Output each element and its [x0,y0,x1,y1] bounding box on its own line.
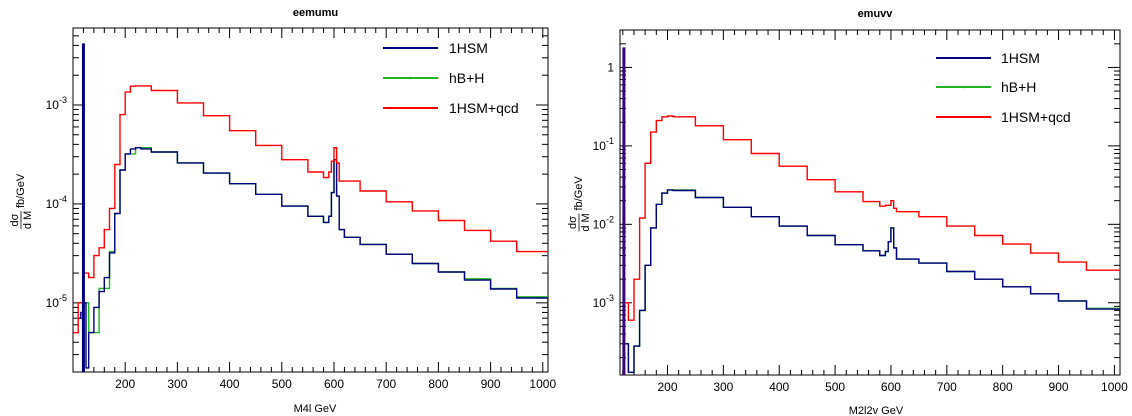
y-tick-label: 10-3 [46,95,67,112]
y-tick-label: 10-1 [593,136,614,153]
legend-label: 1HSM [449,40,488,56]
x-tick-label: 700 [937,380,957,394]
x-tick-label: 400 [220,377,240,391]
x-tick-label: 1000 [529,377,556,391]
x-tick-label: 800 [428,377,448,391]
series-line-hb-h [625,189,1120,373]
legend-label: 1HSM+qcd [1001,109,1071,125]
x-tick-label: 200 [657,380,677,394]
chart-emuvv: emuvv 200 300 400 500 600 700 800 900 1000 M2l2v G… [567,8,1128,416]
y-tick-label: 1 [607,60,614,74]
x-axis-title: M4l GeV [294,403,337,415]
x-tick-label: 800 [993,380,1013,394]
svg-text:dσ: dσ [9,213,21,226]
y-axis-title: dσ d M fb/GeV [567,176,592,232]
x-tick-label: 500 [272,377,292,391]
chart-title: emuvv [858,8,894,20]
chart-panel-emuvv: emuvv 200 300 400 500 600 700 800 900 1000 M2l2v G… [566,0,1132,416]
x-tick-label: 600 [881,380,901,394]
svg-text:fb/GeV: fb/GeV [573,176,585,211]
y-tick-label: 10-4 [46,194,67,211]
y-axis: 10-3 10-2 10-1 1 [593,29,1120,359]
y-tick-label: 10-3 [593,293,614,310]
plot-frame [619,29,1121,376]
svg-text:d M: d M [580,213,592,231]
y-tick-label: 10-5 [46,293,67,310]
chart-panel-eemumu: eemumu 200 300 400 500 600 700 800 900 1000 M4l Ge… [9,7,556,415]
series-line-1hsm-qcd [625,115,1120,321]
legend-label: 1HSM+qcd [449,100,519,116]
x-tick-label: 300 [713,380,733,394]
legend-label: 1HSM [1001,50,1040,66]
x-tick-label: 300 [167,377,187,391]
x-tick-label: 500 [825,380,845,394]
legend: 1HSM hB+H 1HSM+qcd [936,50,1071,125]
series-line-1hsm [625,189,1120,373]
legend-label: hB+H [1001,79,1036,95]
x-tick-label: 900 [1049,380,1069,394]
x-tick-label: 600 [324,377,344,391]
svg-text:fb/GeV: fb/GeV [15,173,27,208]
x-axis-title: M2l2v GeV [849,405,904,416]
x-axis: 200 300 400 500 600 700 800 900 1000 [622,30,1128,394]
legend-label: hB+H [449,70,484,86]
legend-marker [961,85,965,89]
y-tick-label: 10-2 [593,214,614,231]
legend-marker [408,76,412,80]
series-line-1hsm-qcd [73,85,548,334]
chart-eemumu: eemumu 200 300 400 500 600 700 800 900 1000 M4l Ge… [9,7,556,415]
x-axis: 200 300 400 500 600 700 800 900 1000 [72,28,556,391]
x-tick-label: 200 [115,377,135,391]
series-line-hb-h [78,147,548,334]
legend: 1HSM hB+H 1HSM+qcd [383,40,519,116]
y-axis-title: dσ d M fb/GeV [9,173,34,229]
series-line-1hsm [78,147,548,369]
x-tick-label: 700 [376,377,396,391]
svg-text:dσ: dσ [567,216,579,229]
plot-frame [72,27,549,373]
chart-title: eemumu [293,7,338,19]
x-tick-label: 400 [769,380,789,394]
svg-text:d M: d M [22,211,34,229]
x-tick-label: 900 [481,377,501,391]
x-tick-label: 1000 [1101,380,1128,394]
